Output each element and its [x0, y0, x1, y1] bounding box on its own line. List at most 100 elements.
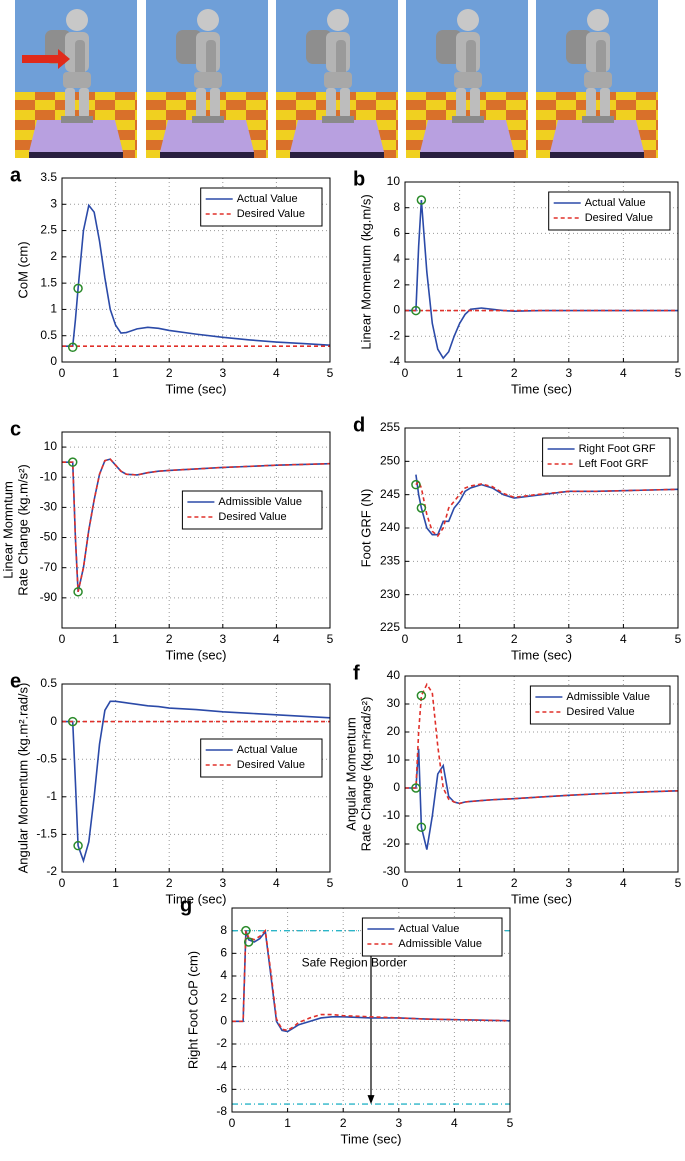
x-tick-label: 3 — [219, 366, 226, 380]
panel-chart: -2 -1.5 -1 -0.5 0 0.5 0 1 2 3 4 5 Actual Value Desire… — [10, 670, 334, 906]
y-tick-label: 0.5 — [40, 676, 57, 690]
legend-label: Desired Value — [237, 208, 305, 220]
y-tick-label: 6 — [220, 946, 227, 960]
y-axis-label: CoM (cm) — [15, 241, 30, 298]
y-tick-label: 1 — [50, 302, 57, 316]
x-tick-label: 0 — [59, 366, 66, 380]
x-axis-label: Time (sec) — [166, 381, 227, 396]
y-tick-label: 0 — [50, 354, 57, 368]
x-tick-label: 5 — [675, 366, 682, 380]
marker — [411, 783, 421, 793]
y-axis-label: Foot GRF (N) — [358, 489, 373, 568]
y-tick-label: -2 — [216, 1036, 227, 1050]
y-tick-label: 20 — [387, 724, 401, 738]
x-tick-label: 5 — [327, 876, 334, 890]
x-tick-label: 3 — [565, 632, 572, 646]
y-tick-label: 0 — [393, 303, 400, 317]
y-tick-label: 40 — [387, 668, 401, 682]
y-tick-label: -10 — [383, 808, 401, 822]
x-tick-label: 3 — [565, 366, 572, 380]
y-tick-label: 10 — [387, 174, 401, 188]
y-axis-label: Right Foot CoP (cm) — [185, 951, 200, 1069]
marker — [411, 305, 421, 316]
marker — [241, 925, 251, 936]
marker — [73, 283, 83, 294]
x-tick-label: 4 — [620, 876, 627, 890]
y-tick-label: -2 — [46, 864, 57, 878]
y-tick-label: 1.5 — [40, 275, 57, 289]
x-tick-label: 0 — [402, 366, 409, 380]
legend-label: Desired Value — [218, 511, 286, 523]
panel-chart: 225 230 235 240 245 250 255 0 1 2 3 4 5 Right Foot GR… — [353, 414, 682, 662]
legend-label: Admissible Value — [218, 496, 302, 508]
y-axis-label: Linear Momentum (kg.m/s) — [358, 194, 373, 349]
y-tick-label: 0 — [220, 1014, 227, 1028]
y-tick-label: -10 — [40, 469, 58, 483]
x-tick-label: 1 — [456, 876, 463, 890]
robot-frame — [536, 0, 658, 158]
legend-label: Desired Value — [566, 706, 634, 718]
series-line — [405, 682, 679, 805]
y-tick-label: 240 — [380, 520, 400, 534]
marker — [416, 503, 427, 513]
y-tick-label: 3 — [50, 196, 57, 210]
robot-frame — [406, 0, 528, 158]
y-tick-label: 235 — [380, 554, 400, 568]
panel-letter: g — [180, 894, 192, 916]
legend-box — [200, 187, 323, 227]
panel-letter: c — [10, 418, 21, 440]
x-tick-label: 2 — [166, 632, 173, 646]
marker — [411, 479, 421, 490]
x-tick-label: 1 — [112, 876, 119, 890]
legend-label: Actual Value — [585, 197, 646, 209]
x-tick-label: 4 — [273, 366, 280, 380]
y-tick-label: -70 — [40, 560, 58, 574]
y-tick-label: 6 — [393, 226, 400, 240]
legend-box — [542, 437, 671, 477]
x-tick-label: 2 — [511, 876, 518, 890]
legend-box — [548, 191, 671, 231]
y-tick-label: 2 — [50, 249, 57, 263]
y-axis-label: Angular Momentum — [343, 717, 358, 830]
y-tick-label: 4 — [393, 251, 400, 265]
x-tick-label: 1 — [112, 366, 119, 380]
axes-frame — [61, 683, 331, 873]
marker — [67, 457, 78, 467]
panel-chart: -8 -6 -4 -2 0 2 4 6 8 0 1 2 3 4 5 Safe Region Border Act… — [180, 894, 514, 1146]
series-line — [62, 458, 331, 592]
legend-label: Actual Value — [398, 923, 459, 935]
x-tick-label: 4 — [620, 366, 627, 380]
y-tick-label: -1 — [46, 789, 57, 803]
x-tick-label: 1 — [284, 1116, 291, 1130]
marker — [416, 690, 427, 701]
x-tick-label: 3 — [395, 1116, 402, 1130]
x-axis-label: Time (sec) — [511, 381, 572, 396]
marker — [67, 342, 78, 353]
legend-label: Actual Value — [237, 193, 298, 205]
y-tick-label: -50 — [40, 530, 58, 544]
axes-frame — [404, 675, 679, 873]
x-tick-label: 2 — [511, 632, 518, 646]
y-axis-label: Rate Change (kg.m/s²) — [15, 464, 30, 596]
y-axis-label: Rate Change (kg.m²rad/s²) — [358, 697, 373, 852]
y-tick-label: 255 — [380, 420, 400, 434]
legend-label: Left Foot GRF — [579, 458, 649, 470]
x-tick-label: 2 — [511, 366, 518, 380]
y-tick-label: -6 — [216, 1082, 227, 1096]
y-tick-label: 2.5 — [40, 223, 57, 237]
marker — [67, 716, 78, 727]
y-tick-label: 10 — [387, 752, 401, 766]
x-tick-label: 2 — [166, 366, 173, 380]
legend-box — [181, 490, 323, 530]
series-line — [415, 479, 679, 538]
y-tick-label: -90 — [40, 590, 58, 604]
panel-chart: -4 -2 0 2 4 6 8 10 0 1 2 3 4 5 Actual Value Desired Val… — [353, 168, 682, 396]
y-tick-label: 0.5 — [40, 328, 57, 342]
y-tick-label: 250 — [380, 454, 400, 468]
legend-label: Admissible Value — [398, 938, 482, 950]
x-tick-label: 4 — [451, 1116, 458, 1130]
x-tick-label: 1 — [112, 632, 119, 646]
x-tick-label: 5 — [675, 876, 682, 890]
y-tick-label: 4 — [220, 968, 227, 982]
